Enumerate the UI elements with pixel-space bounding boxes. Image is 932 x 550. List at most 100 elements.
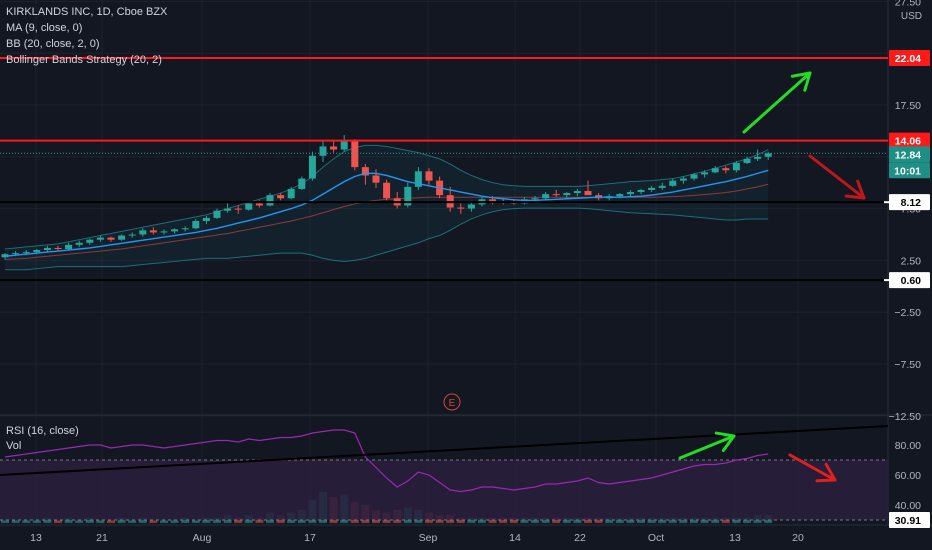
volume-bar — [234, 517, 243, 523]
green-up-arrow[interactable] — [742, 71, 812, 134]
vol-legend[interactable]: Vol — [6, 440, 22, 452]
price-label-text: 10:01 — [894, 165, 921, 177]
time-tick-label: 17 — [304, 532, 316, 544]
rsi-tick-label: 80.00 — [895, 440, 921, 452]
candle-body — [732, 163, 740, 171]
price-axis-label: 8.12 — [889, 194, 930, 211]
candle-body — [626, 192, 634, 195]
candle-body — [340, 141, 348, 150]
arrow-head — [815, 462, 837, 483]
candle-body — [669, 180, 677, 186]
currency-label: USD — [900, 11, 922, 22]
candle-body — [542, 194, 550, 199]
candle-body — [584, 190, 592, 196]
drawing-arrows[interactable] — [678, 71, 866, 483]
candle-body — [383, 182, 391, 199]
volume-bar — [149, 520, 158, 523]
volume-bar — [456, 517, 465, 523]
candle-body — [266, 195, 274, 206]
rsi-label-bg — [889, 512, 930, 528]
volume-bar — [11, 520, 20, 523]
candle-body — [255, 203, 263, 206]
candle-body — [75, 242, 83, 245]
price-label-bg — [889, 49, 930, 66]
time-tick-label: 21 — [96, 532, 108, 544]
candle-body — [319, 146, 327, 156]
candle-body — [531, 198, 539, 200]
strategy-legend[interactable]: Bollinger Bands Strategy (20, 2) — [6, 54, 162, 66]
candle-body — [245, 203, 253, 210]
pane-separator — [0, 0, 932, 526]
price-axis-label: 22.04 — [889, 49, 930, 66]
candle-body — [54, 247, 62, 250]
horizontal-levels[interactable] — [0, 56, 888, 282]
price-label-text: 8.12 — [901, 197, 922, 209]
price-label-text: 12.84 — [895, 149, 921, 161]
red-down-arrow[interactable] — [808, 154, 866, 200]
candle-body — [658, 185, 666, 188]
grid-lines — [0, 0, 888, 525]
time-tick-label: 22 — [574, 532, 586, 544]
red-rsi-arrow[interactable] — [788, 453, 837, 483]
volume-bar — [605, 517, 614, 523]
candle-body — [722, 168, 730, 171]
price-tick-label: −7.50 — [894, 359, 921, 371]
candle-body — [637, 189, 645, 193]
candle-body — [563, 193, 571, 196]
candle-body — [128, 234, 136, 236]
candle-body — [86, 239, 94, 243]
arrow-shaft — [678, 434, 736, 460]
volume-bar — [552, 517, 561, 523]
rsi-legend[interactable]: RSI (16, close) — [6, 425, 79, 437]
ma-line-group — [4, 169, 769, 257]
arrow-head — [790, 71, 812, 92]
candle-body — [213, 210, 221, 218]
bb-fill — [5, 145, 769, 270]
volume-bar — [679, 517, 688, 523]
candle-body — [298, 178, 306, 189]
candle-body — [202, 217, 210, 222]
arrow-shaft — [808, 154, 866, 200]
candle-body — [277, 195, 285, 199]
volume-bar — [85, 517, 94, 523]
green-rsi-arrow[interactable] — [678, 431, 736, 460]
bb-legend[interactable]: BB (20, close, 2, 0) — [6, 38, 100, 50]
candle-body — [404, 186, 412, 206]
candle-body — [12, 253, 20, 255]
candle-body — [160, 231, 168, 233]
rsi-tick-label: 40.00 — [895, 500, 921, 512]
volume-bar — [43, 517, 52, 523]
earnings-marker[interactable]: E — [443, 393, 461, 411]
time-tick-label: Aug — [193, 532, 212, 544]
price-tick-label: 27.50 — [895, 0, 921, 8]
candle-body — [361, 167, 369, 176]
symbol-title[interactable]: KIRKLANDS INC, 1D, Cboe BZX — [6, 6, 168, 18]
price-label-text: 14.06 — [895, 136, 921, 148]
volume-bar — [138, 517, 147, 523]
price-label-bg — [889, 162, 930, 179]
candle-body — [234, 208, 242, 210]
rsi-label-text: 30.91 — [895, 515, 921, 527]
arrow-shaft — [788, 453, 837, 482]
volume-bar — [22, 520, 31, 523]
candle-body — [690, 174, 698, 179]
volume-bar — [160, 520, 168, 523]
candle-body — [754, 156, 762, 159]
volume-bar — [1, 520, 9, 523]
price-axis-label: 14.06 — [889, 132, 930, 149]
candle-body — [118, 235, 126, 240]
volume-bar — [32, 520, 41, 523]
volume-bar — [721, 517, 730, 523]
candle-body — [467, 204, 475, 209]
rsi-trendline[interactable] — [0, 425, 889, 476]
bb-lower-line — [5, 207, 769, 271]
price-tick-label: 2.50 — [901, 255, 922, 267]
candle-body — [192, 221, 200, 229]
volume-bar — [647, 517, 656, 523]
candle-body — [425, 171, 433, 181]
volume-bar — [499, 517, 508, 523]
ma-legend[interactable]: MA (9, close, 0) — [6, 22, 83, 34]
